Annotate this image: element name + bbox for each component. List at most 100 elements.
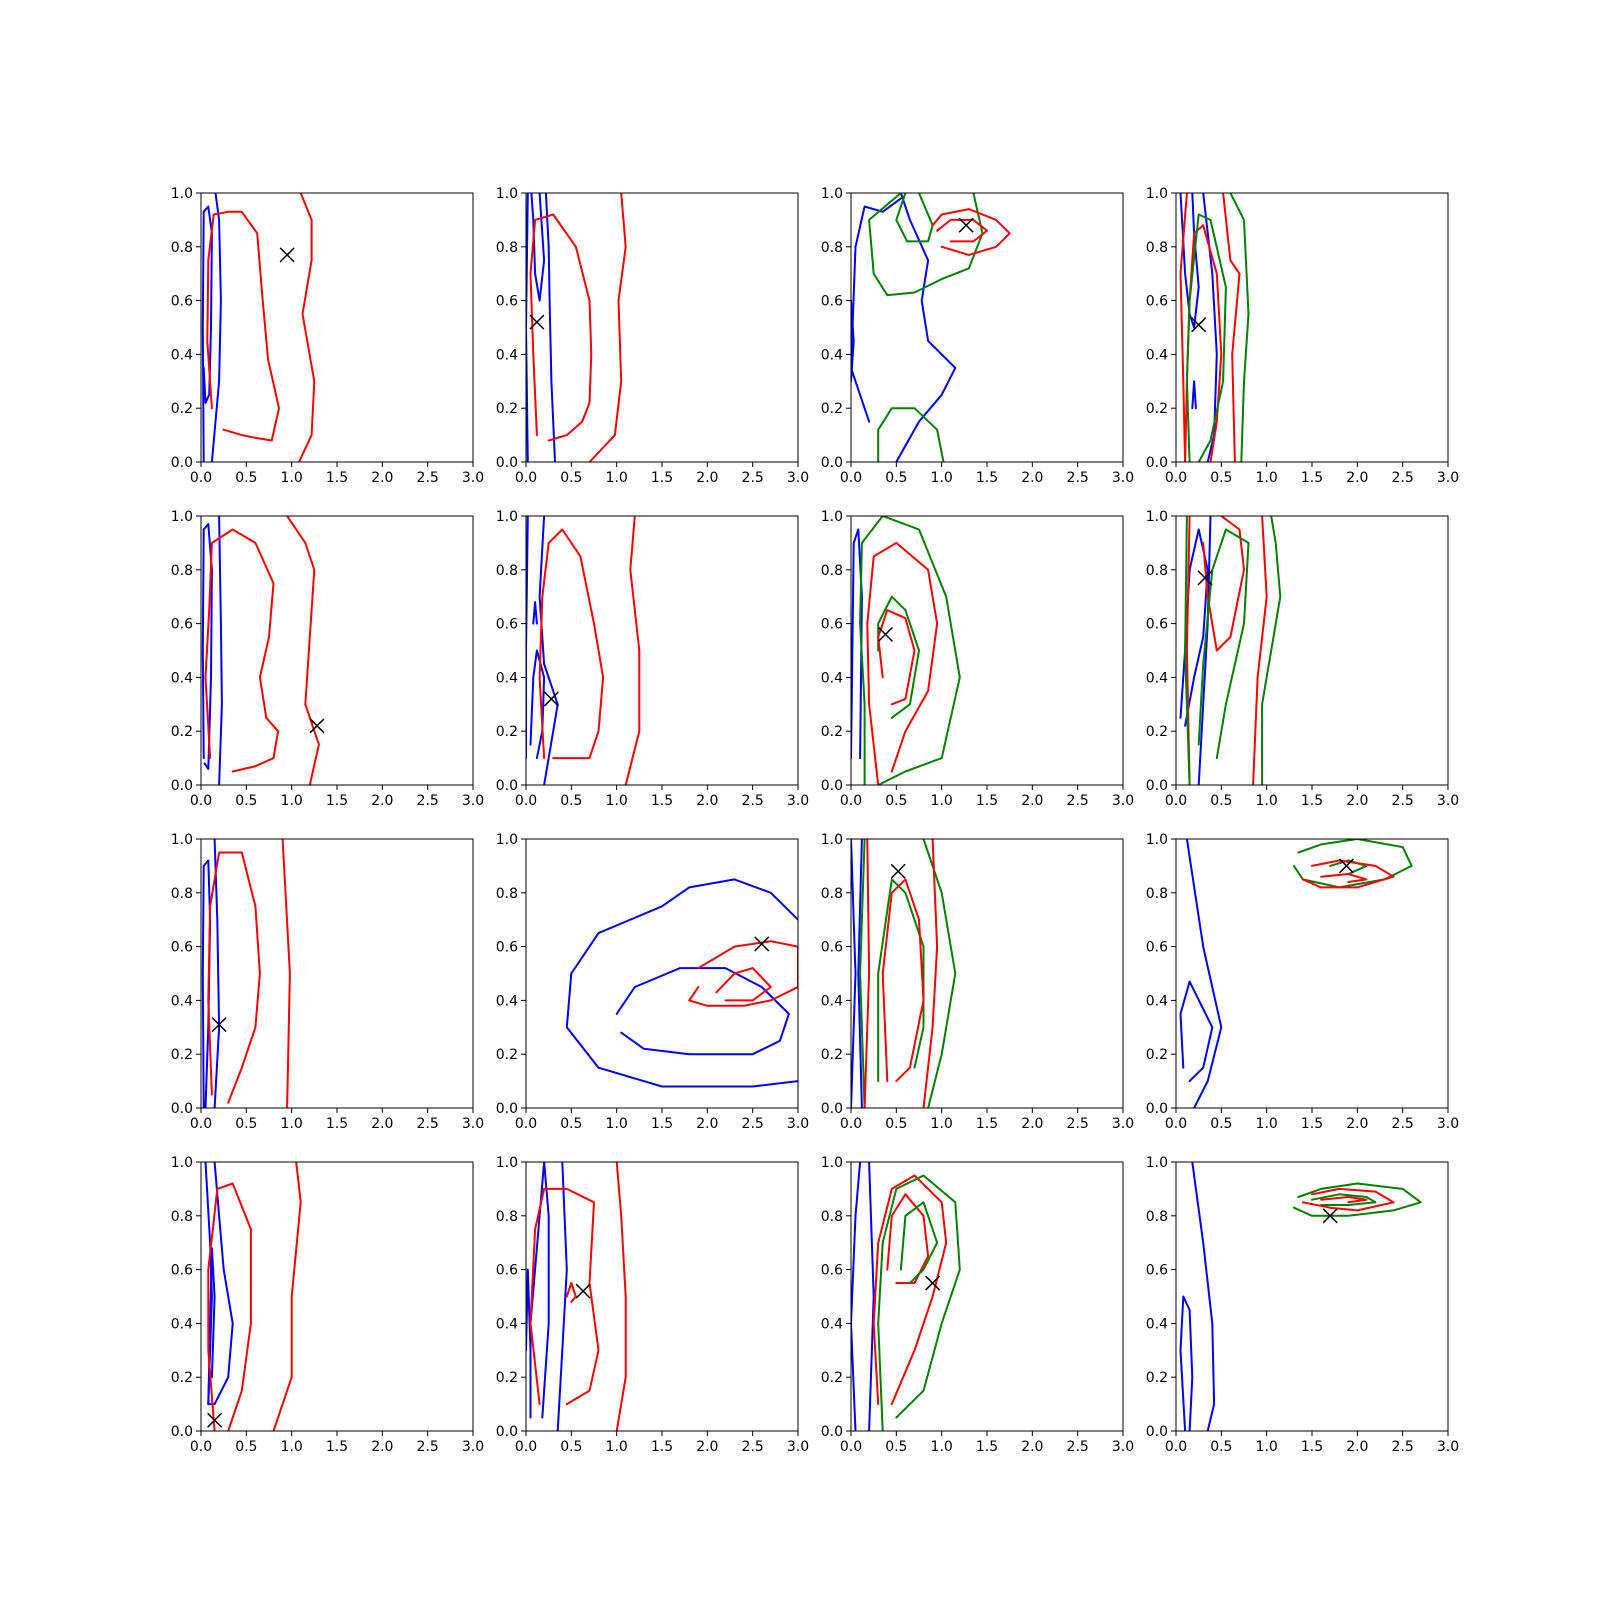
- contour-line-red: [877, 609, 916, 706]
- x-tick-label: 2.0: [371, 1439, 393, 1455]
- y-tick-label: 0.2: [496, 401, 518, 417]
- x-tick-label: 3.0: [1437, 1116, 1459, 1132]
- contour-line-green: [859, 839, 866, 1108]
- contour-layer: [1179, 839, 1413, 1108]
- x-tick-label: 1.0: [606, 793, 628, 809]
- x-tick-label: 3.0: [787, 1116, 809, 1132]
- x-marker: [1322, 1208, 1338, 1224]
- contour-line-blue: [207, 1247, 216, 1406]
- y-tick-label: 0.8: [1146, 240, 1168, 256]
- contour-line-red: [1320, 873, 1368, 883]
- subplot-1-2: 0.0 0.5 1.0 1.5 2.0 2.5 3.0 0.0 0.2 0.4 0.6 0.8 1.0: [821, 509, 1134, 809]
- x-tick-label: 1.0: [281, 470, 303, 486]
- contour-line-green: [1261, 516, 1282, 785]
- x-tick-label: 1.0: [931, 1116, 953, 1132]
- contour-line-blue: [218, 516, 223, 785]
- contour-line-red: [529, 1187, 600, 1406]
- y-tick-label: 0.6: [496, 617, 518, 633]
- contour-line-red: [272, 1162, 302, 1431]
- x-tick-label: 1.5: [976, 1116, 998, 1132]
- subplot-1-3: 0.0 0.5 1.0 1.5 2.0 2.5 3.0 0.0 0.2 0.4 0.6 0.8 1.0: [1146, 509, 1459, 809]
- y-tick-label: 1.0: [171, 509, 193, 525]
- x-tick-label: 3.0: [787, 1439, 809, 1455]
- contour-line-red: [1301, 859, 1395, 889]
- contour-line-red: [588, 193, 627, 462]
- y-tick-label: 0.6: [171, 940, 193, 956]
- x-tick-label: 2.5: [1392, 1439, 1414, 1455]
- y-tick-label: 1.0: [496, 186, 518, 202]
- y-tick-label: 1.0: [496, 832, 518, 848]
- y-tick-label: 0.0: [821, 1101, 843, 1117]
- x-tick-label: 2.5: [1392, 793, 1414, 809]
- x-marker: [958, 217, 974, 233]
- contour-line-blue: [615, 967, 790, 1056]
- x-tick-label: 0.5: [235, 470, 257, 486]
- y-tick-label: 0.8: [171, 1209, 193, 1225]
- subplot-0-2: 0.0 0.5 1.0 1.5 2.0 2.5 3.0 0.0 0.2 0.4 0.6 0.8 1.0: [821, 186, 1134, 486]
- contour-line-blue: [1191, 1162, 1216, 1431]
- y-tick-label: 0.0: [821, 455, 843, 471]
- y-tick-label: 0.2: [1146, 724, 1168, 740]
- subplot-1-1: 0.0 0.5 1.0 1.5 2.0 2.5 3.0 0.0 0.2 0.4 0.6 0.8 1.0: [496, 509, 809, 809]
- x-tick-label: 0.0: [840, 1116, 862, 1132]
- x-tick-label: 3.0: [462, 470, 484, 486]
- x-tick-label: 1.0: [1256, 470, 1278, 486]
- y-tick-label: 1.0: [821, 832, 843, 848]
- contour-line-blue: [851, 197, 902, 423]
- x-tick-label: 1.0: [606, 1439, 628, 1455]
- contour-line-blue: [526, 516, 529, 760]
- x-tick-label: 2.0: [1021, 793, 1043, 809]
- contour-line-green: [899, 1201, 939, 1284]
- x-tick-label: 2.0: [696, 1439, 718, 1455]
- contour-line-green: [877, 407, 945, 462]
- y-tick-label: 0.2: [821, 724, 843, 740]
- x-tick-label: 0.5: [560, 793, 582, 809]
- y-tick-label: 0.4: [821, 993, 843, 1009]
- y-tick-label: 0.0: [821, 1424, 843, 1440]
- y-tick-label: 0.2: [496, 1370, 518, 1386]
- x-tick-label: 2.5: [417, 793, 439, 809]
- subplot-3-2: 0.0 0.5 1.0 1.5 2.0 2.5 3.0 0.0 0.2 0.4 0.6 0.8 1.0: [821, 1155, 1134, 1455]
- x-tick-label: 0.0: [1165, 470, 1187, 486]
- x-tick-label: 1.0: [1256, 1439, 1278, 1455]
- x-tick-label: 2.5: [742, 470, 764, 486]
- x-tick-label: 0.0: [840, 470, 862, 486]
- contour-layer: [851, 193, 1011, 462]
- x-tick-label: 3.0: [462, 793, 484, 809]
- x-tick-label: 0.5: [885, 1439, 907, 1455]
- x-tick-label: 3.0: [1112, 1116, 1134, 1132]
- x-tick-label: 0.5: [235, 1116, 257, 1132]
- x-tick-label: 2.0: [1021, 1116, 1043, 1132]
- y-tick-label: 0.2: [821, 1370, 843, 1386]
- x-marker: [890, 863, 906, 879]
- x-tick-label: 0.0: [515, 1439, 537, 1455]
- y-tick-label: 1.0: [1146, 186, 1168, 202]
- y-tick-label: 0.0: [496, 1424, 518, 1440]
- x-tick-label: 3.0: [1437, 793, 1459, 809]
- x-tick-label: 1.5: [326, 793, 348, 809]
- contour-line-red: [872, 1174, 948, 1406]
- x-tick-label: 2.0: [696, 470, 718, 486]
- subplot-3-3: 0.0 0.5 1.0 1.5 2.0 2.5 3.0 0.0 0.2 0.4 0.6 0.8 1.0: [1146, 1155, 1459, 1455]
- contour-line-blue: [556, 1162, 568, 1431]
- x-tick-label: 3.0: [1437, 470, 1459, 486]
- x-tick-label: 0.0: [515, 1116, 537, 1132]
- x-tick-label: 2.5: [742, 1116, 764, 1132]
- y-tick-label: 0.0: [496, 778, 518, 794]
- x-marker: [575, 1283, 591, 1299]
- x-tick-label: 2.0: [371, 1116, 393, 1132]
- x-tick-label: 1.0: [606, 470, 628, 486]
- x-tick-label: 2.5: [1067, 1116, 1089, 1132]
- contour-line-blue: [868, 1162, 875, 1431]
- contour-line-red: [297, 193, 316, 462]
- y-tick-label: 0.0: [1146, 455, 1168, 471]
- contour-line-green: [868, 193, 984, 297]
- contour-line-blue: [1179, 1295, 1194, 1431]
- y-tick-label: 0.4: [171, 347, 193, 363]
- x-tick-label: 3.0: [1437, 1439, 1459, 1455]
- x-tick-label: 0.5: [1210, 1116, 1232, 1132]
- contour-line-green: [877, 878, 925, 1083]
- y-tick-label: 0.8: [496, 563, 518, 579]
- y-tick-label: 0.8: [171, 563, 193, 579]
